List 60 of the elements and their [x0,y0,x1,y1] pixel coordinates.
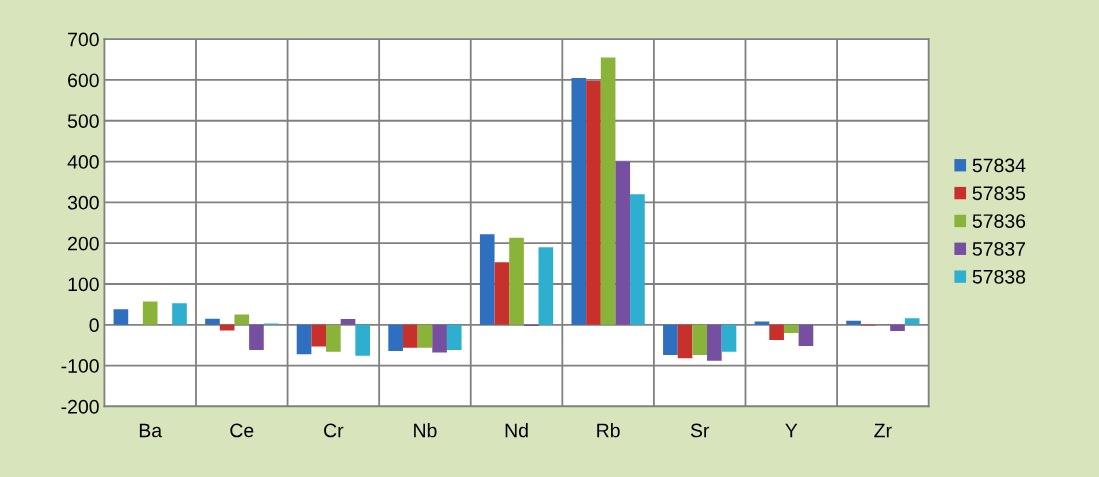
bar [707,324,722,361]
bar [417,324,433,348]
legend-label: 57834 [972,158,1026,173]
x-tick-label: Cr [324,423,344,438]
bar [446,324,462,351]
bar [494,262,510,325]
x-tick-label: Y [785,423,798,438]
bar [296,324,312,355]
bar [663,324,678,355]
y-tick-label: 300 [67,195,99,210]
bar [846,320,861,325]
y-tick-label: -200 [61,399,99,414]
legend-label: 57835 [972,186,1026,201]
y-tick-label: 200 [68,236,99,251]
bar [249,324,264,351]
bar [586,80,601,325]
bar [205,318,220,325]
bar [783,324,799,333]
bar [142,301,158,325]
bar [172,303,187,325]
bar [388,324,403,351]
x-tick-label: Zr [874,423,892,438]
bar [234,314,250,325]
bar [326,324,341,352]
bar [769,324,784,340]
y-tick-label: 700 [68,32,99,47]
x-tick-label: Sr [690,423,710,438]
bar [538,247,554,325]
legend-label: 57836 [972,214,1026,228]
bar [311,324,327,347]
bar [402,324,418,348]
bar [509,237,524,325]
y-tick-label: 400 [67,155,99,169]
bar [432,324,447,353]
bar [692,324,708,355]
legend-label: 57838 [972,269,1026,284]
x-tick-label: Rb [597,423,620,438]
bar [798,324,814,347]
bar [600,57,616,325]
y-tick-label: 600 [68,73,99,88]
bar [904,318,920,325]
bar [677,324,693,359]
bar [630,194,645,325]
y-tick-label: 0 [89,318,99,333]
x-tick-label: Ba [139,423,163,438]
bar [571,77,587,325]
x-tick-label: Nb [414,423,437,438]
bar [113,309,129,325]
legend-label: 57837 [972,242,1025,256]
y-tick-label: -100 [61,359,99,373]
bar [340,319,356,325]
bar [615,161,631,325]
y-tick-label: 500 [67,114,99,128]
y-tick-label: 100 [68,277,99,292]
bar [890,324,905,331]
bar [355,324,370,356]
x-tick-label: Nd [505,423,528,438]
x-tick-label: Ce [230,423,254,438]
bar [721,324,737,352]
bar [479,234,495,325]
